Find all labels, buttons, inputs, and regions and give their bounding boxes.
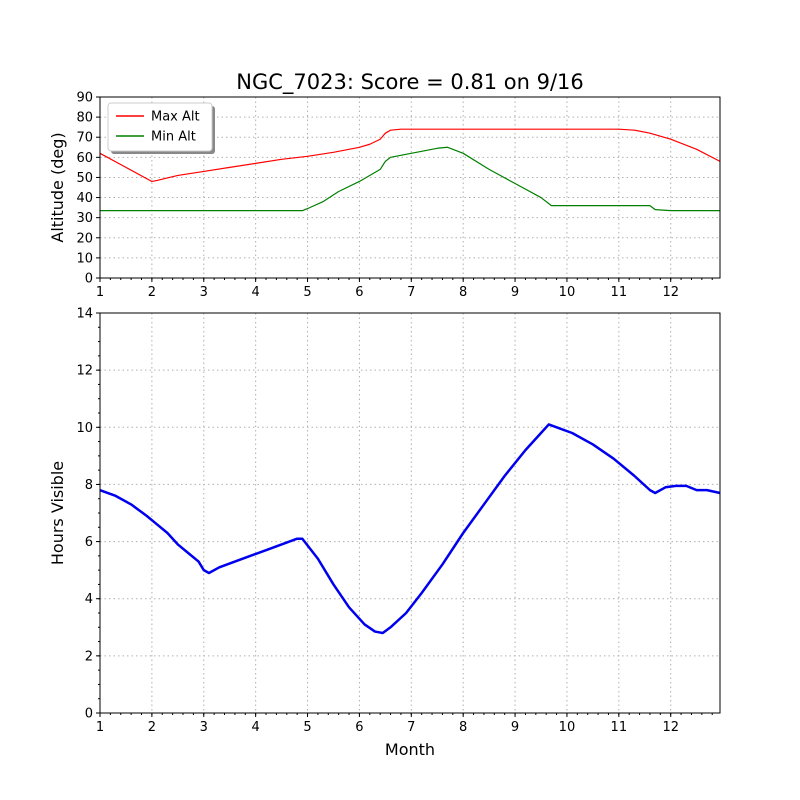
x-tick-label: 9	[511, 720, 519, 735]
chart-title: NGC_7023: Score = 0.81 on 9/16	[236, 70, 584, 95]
x-tick-label: 2	[148, 720, 156, 735]
y-tick-label: 10	[76, 421, 93, 436]
y-tick-label: 14	[76, 307, 93, 322]
x-tick-label: 3	[200, 285, 208, 300]
x-tick-label: 12	[662, 720, 679, 735]
x-tick-label: 5	[303, 285, 311, 300]
y-tick-label: 0	[85, 707, 93, 722]
y-tick-label: 6	[85, 535, 93, 550]
legend-entry-label: Max Alt	[151, 110, 200, 125]
x-tick-label: 2	[148, 285, 156, 300]
x-tick-label: 6	[355, 285, 363, 300]
y-tick-label: 90	[76, 91, 93, 106]
y-tick-label: 2	[85, 649, 93, 664]
y-tick-label: 8	[85, 478, 93, 493]
series-line-min-alt	[100, 146, 720, 212]
y-tick-label: 80	[76, 111, 93, 126]
x-tick-label: 1	[96, 285, 104, 300]
y-tick-label: 40	[76, 191, 93, 206]
x-tick-label: 8	[459, 285, 467, 300]
y-tick-label: 12	[76, 364, 93, 379]
x-axis-label: Month	[385, 740, 435, 759]
x-tick-label: 12	[662, 285, 679, 300]
altitude-panel: 1 2 3 4 5 6 7 8 9 10 11 120102030405060708090Altitu…	[48, 91, 721, 300]
series-line-series-0	[99, 423, 721, 635]
x-tick-label: 5	[303, 720, 311, 735]
x-tick-label: 10	[559, 720, 576, 735]
legend-entry-label: Min Alt	[151, 130, 196, 145]
x-tick-label: 11	[611, 720, 628, 735]
y-tick-label: 30	[76, 211, 93, 226]
x-tick-label: 4	[252, 720, 260, 735]
x-tick-label: 6	[355, 720, 363, 735]
x-tick-label: 7	[407, 285, 415, 300]
y-tick-label: 60	[76, 151, 93, 166]
x-tick-label: 9	[511, 285, 519, 300]
y-tick-label: 10	[76, 251, 93, 266]
plot-area-frame	[99, 96, 721, 279]
y-axis-label: Altitude (deg)	[48, 132, 67, 242]
y-axis-label: Hours Visible	[48, 461, 67, 565]
series-line-max-alt	[99, 128, 721, 183]
x-tick-label: 11	[611, 285, 628, 300]
x-tick-label: 7	[407, 720, 415, 735]
y-tick-label: 70	[76, 131, 93, 146]
y-tick-label: 4	[85, 592, 93, 607]
y-tick-label: 50	[76, 171, 93, 186]
x-tick-label: 1	[96, 720, 104, 735]
x-tick-label: 8	[459, 720, 467, 735]
y-tick-label: 20	[76, 231, 93, 246]
y-tick-label: 0	[85, 272, 93, 287]
x-tick-label: 10	[559, 285, 576, 300]
x-tick-label: 4	[252, 285, 260, 300]
x-tick-label: 3	[200, 720, 208, 735]
legend-box	[107, 102, 213, 152]
